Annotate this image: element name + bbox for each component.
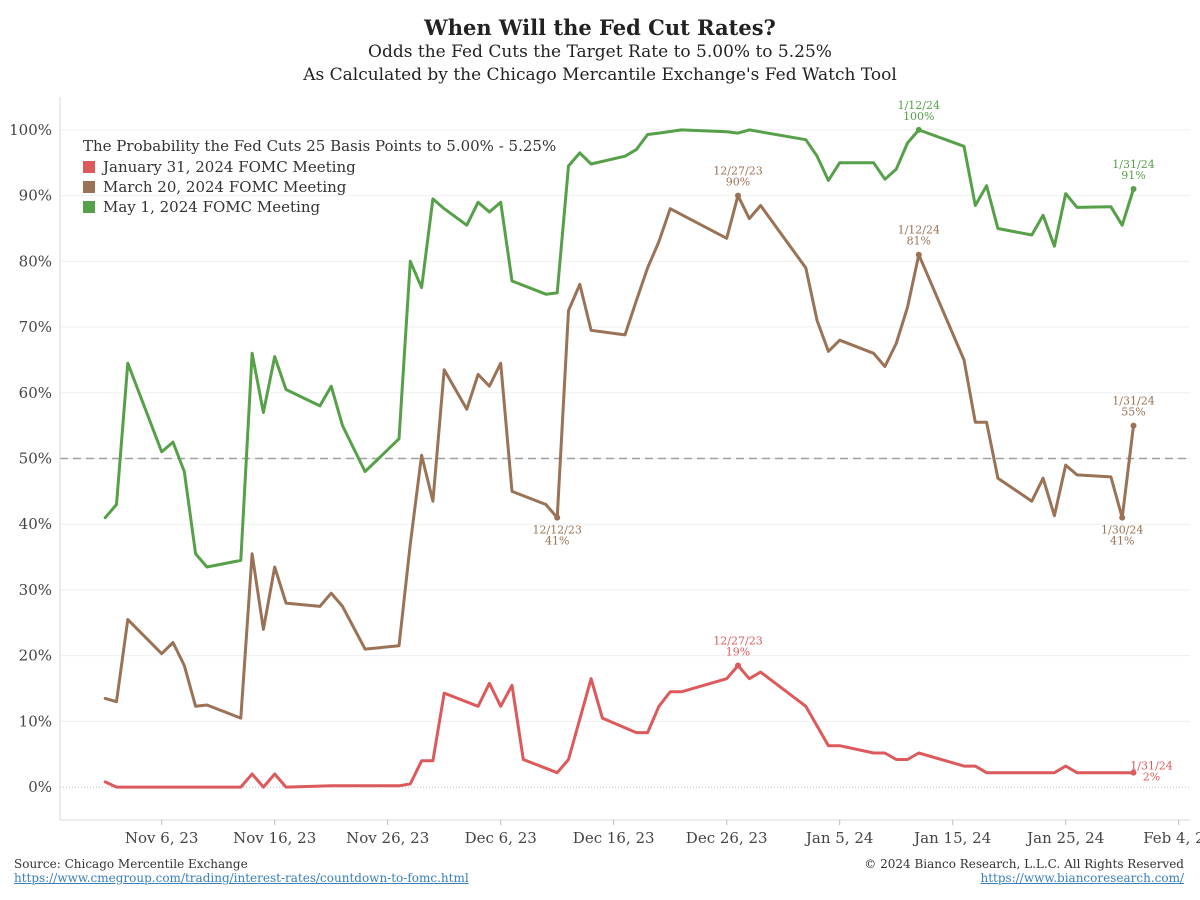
series-line-0 bbox=[103, 128, 1135, 569]
annotation-date-label: 12/12/23 bbox=[532, 524, 581, 537]
y-tick-label: 20% bbox=[19, 647, 52, 665]
chart-subtitle: Odds the Fed Cuts the Target Rate to 5.0… bbox=[368, 42, 832, 62]
legend: The Probability the Fed Cuts 25 Basis Po… bbox=[83, 137, 556, 217]
legend-swatch-jan bbox=[83, 161, 95, 173]
site-link[interactable]: https://www.biancoresearch.com/ bbox=[980, 871, 1184, 885]
annotation-value-label: 55% bbox=[1121, 406, 1145, 419]
annotation-date-label: 1/30/24 bbox=[1101, 524, 1143, 537]
annotation-marker bbox=[915, 251, 922, 258]
footer-source: Source: Chicago Mercentile Exchange http… bbox=[14, 857, 469, 885]
chart-title: When Will the Fed Cut Rates? bbox=[424, 15, 776, 40]
annotation-value-label: 90% bbox=[726, 176, 750, 189]
grid-lines bbox=[60, 129, 1190, 788]
annotation-marker bbox=[1130, 422, 1137, 429]
x-tick-label: Dec 26, 23 bbox=[686, 829, 768, 847]
x-tick-label: Dec 6, 23 bbox=[465, 829, 537, 847]
annotation-marker bbox=[1130, 769, 1137, 776]
annotation-marker bbox=[735, 662, 741, 669]
footer-copyright: © 2024 Bianco Research, L.L.C. All Right… bbox=[864, 857, 1184, 885]
legend-item-mar: March 20, 2024 FOMC Meeting bbox=[83, 177, 556, 197]
annotation-value-label: 81% bbox=[907, 235, 931, 248]
annotation-date-label: 12/27/23 bbox=[713, 635, 762, 648]
series-line-2 bbox=[103, 664, 1135, 789]
annotations: 1/12/24100%1/31/2491%12/27/2390%1/12/248… bbox=[532, 99, 1172, 784]
annotation-marker bbox=[1130, 186, 1137, 193]
source-text: Source: Chicago Mercentile Exchange bbox=[14, 857, 248, 871]
annotation-date-label: 1/12/24 bbox=[898, 99, 940, 112]
annotation-date-label: 1/31/24 bbox=[1130, 760, 1172, 773]
y-tick-label: 80% bbox=[19, 252, 52, 270]
annotation-marker bbox=[735, 192, 741, 199]
legend-item-may: May 1, 2024 FOMC Meeting bbox=[83, 197, 556, 217]
annotation-date-label: 1/12/24 bbox=[898, 224, 940, 237]
y-tick-label: 40% bbox=[19, 515, 52, 533]
x-tick-label: Nov 6, 23 bbox=[125, 829, 199, 847]
y-tick-label: 100% bbox=[9, 121, 52, 139]
legend-swatch-may bbox=[83, 201, 95, 213]
annotation-marker bbox=[554, 514, 561, 521]
annotation-date-label: 1/31/24 bbox=[1112, 158, 1154, 171]
x-tick-label: Dec 16, 23 bbox=[573, 829, 655, 847]
series-lines bbox=[103, 128, 1135, 789]
legend-swatch-mar bbox=[83, 181, 95, 193]
y-tick-label: 10% bbox=[19, 712, 52, 730]
source-link[interactable]: https://www.cmegroup.com/trading/interes… bbox=[14, 871, 469, 885]
x-tick-label: Nov 26, 23 bbox=[346, 829, 429, 847]
y-tick-label: 30% bbox=[19, 581, 52, 599]
x-tick-label: Feb 4, 24 bbox=[1143, 829, 1200, 847]
legend-label-jan: January 31, 2024 FOMC Meeting bbox=[103, 158, 356, 176]
y-tick-label: 60% bbox=[19, 384, 52, 402]
x-tick-label: Jan 15, 24 bbox=[912, 829, 991, 847]
annotation-value-label: 91% bbox=[1121, 169, 1145, 182]
x-tick-label: Nov 16, 23 bbox=[233, 829, 316, 847]
annotation-value-label: 100% bbox=[903, 110, 934, 123]
axes: 0% 10% 20% 30% 40% 50% 60% 70% 80% 90% 100% Nov 6, … bbox=[9, 97, 1200, 847]
annotation-value-label: 2% bbox=[1143, 771, 1160, 784]
y-tick-label: 0% bbox=[28, 778, 52, 796]
legend-title: The Probability the Fed Cuts 25 Basis Po… bbox=[83, 137, 557, 155]
annotation-value-label: 41% bbox=[545, 535, 569, 548]
series-line-1 bbox=[103, 194, 1135, 720]
legend-label-mar: March 20, 2024 FOMC Meeting bbox=[103, 178, 347, 196]
y-tick-label: 70% bbox=[19, 318, 52, 336]
annotation-marker bbox=[915, 126, 922, 133]
annotation-date-label: 1/31/24 bbox=[1112, 395, 1154, 408]
x-tick-label: Jan 25, 24 bbox=[1025, 829, 1104, 847]
y-tick-label: 90% bbox=[19, 187, 52, 205]
y-tick-label: 50% bbox=[19, 450, 52, 468]
legend-item-jan: January 31, 2024 FOMC Meeting bbox=[83, 157, 556, 177]
annotation-date-label: 12/27/23 bbox=[713, 165, 762, 178]
copyright-text: © 2024 Bianco Research, L.L.C. All Right… bbox=[864, 857, 1184, 871]
chart-subtitle-2: As Calculated by the Chicago Mercantile … bbox=[303, 65, 897, 85]
legend-label-may: May 1, 2024 FOMC Meeting bbox=[103, 198, 321, 216]
annotation-value-label: 19% bbox=[726, 646, 750, 659]
x-tick-label: Jan 5, 24 bbox=[804, 829, 874, 847]
annotation-marker bbox=[1119, 514, 1126, 521]
annotation-value-label: 41% bbox=[1110, 535, 1134, 548]
